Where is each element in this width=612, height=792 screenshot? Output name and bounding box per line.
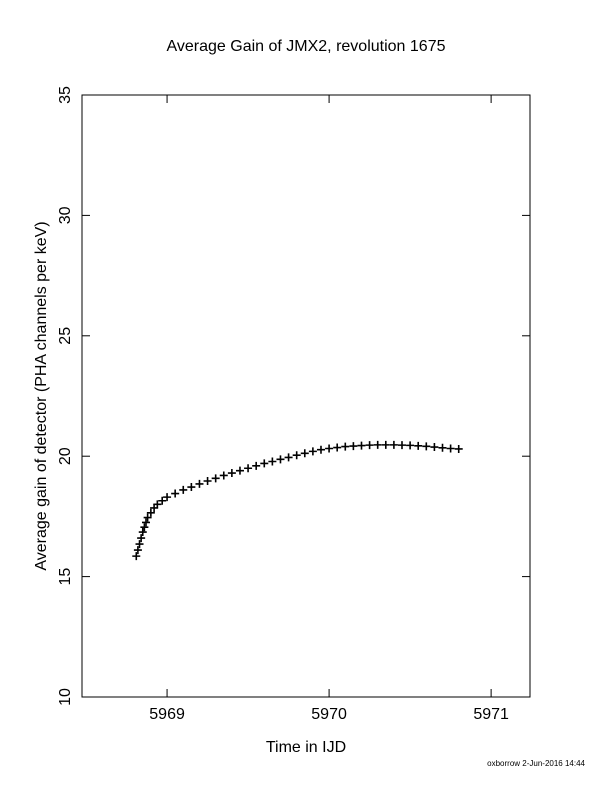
point: [357, 441, 366, 450]
x-tick-label: 5971: [473, 706, 509, 723]
point: [146, 508, 155, 517]
point: [406, 441, 415, 450]
point: [135, 540, 144, 549]
point: [381, 440, 390, 449]
point: [292, 451, 301, 460]
point: [153, 500, 162, 509]
point: [227, 469, 236, 478]
y-tick-label: 25: [57, 327, 74, 345]
point: [203, 477, 212, 486]
point: [373, 440, 382, 449]
point: [219, 471, 228, 480]
y-tick-label: 15: [57, 568, 74, 586]
point: [349, 442, 358, 451]
point: [211, 474, 220, 483]
point: [333, 443, 342, 452]
y-tick-label: 10: [57, 688, 74, 706]
x-tick-label: 5970: [311, 706, 347, 723]
y-tick-label: 35: [57, 86, 74, 104]
plot-frame: [81, 94, 531, 698]
point: [430, 443, 439, 452]
point: [341, 442, 350, 451]
point: [365, 441, 374, 450]
point: [132, 552, 141, 561]
point: [268, 457, 277, 466]
point: [143, 513, 152, 522]
footer: oxborrow 2-Jun-2016 14:44: [487, 759, 585, 768]
point: [398, 441, 406, 450]
point: [438, 443, 447, 452]
y-axis-label: Average gain of detector (PHA channels p…: [33, 221, 50, 570]
point: [414, 441, 423, 450]
point: [179, 485, 188, 494]
point: [284, 453, 293, 462]
x-tick-label: 5969: [149, 706, 185, 723]
point: [140, 523, 149, 532]
point: [446, 444, 455, 453]
point: [137, 534, 146, 543]
point: [252, 461, 261, 470]
point: [276, 455, 285, 464]
point: [316, 445, 325, 454]
point: [454, 444, 463, 453]
point: [171, 489, 180, 498]
point: [422, 442, 431, 451]
point: [133, 546, 142, 555]
point: [187, 483, 196, 492]
point: [138, 528, 147, 537]
point: [260, 459, 269, 468]
point: [244, 464, 253, 473]
point: [142, 518, 150, 527]
point: [235, 466, 244, 475]
x-axis-label: Time in IJD: [266, 739, 346, 756]
y-tick-label: 20: [57, 447, 74, 465]
point: [325, 444, 334, 453]
point: [389, 440, 398, 449]
point: [308, 447, 317, 456]
point: [158, 496, 167, 505]
point: [163, 493, 172, 502]
chart-title: Average Gain of JMX2, revolution 1675: [167, 38, 446, 55]
y-tick-label: 30: [57, 206, 74, 224]
point: [195, 479, 204, 488]
point: [300, 449, 309, 458]
